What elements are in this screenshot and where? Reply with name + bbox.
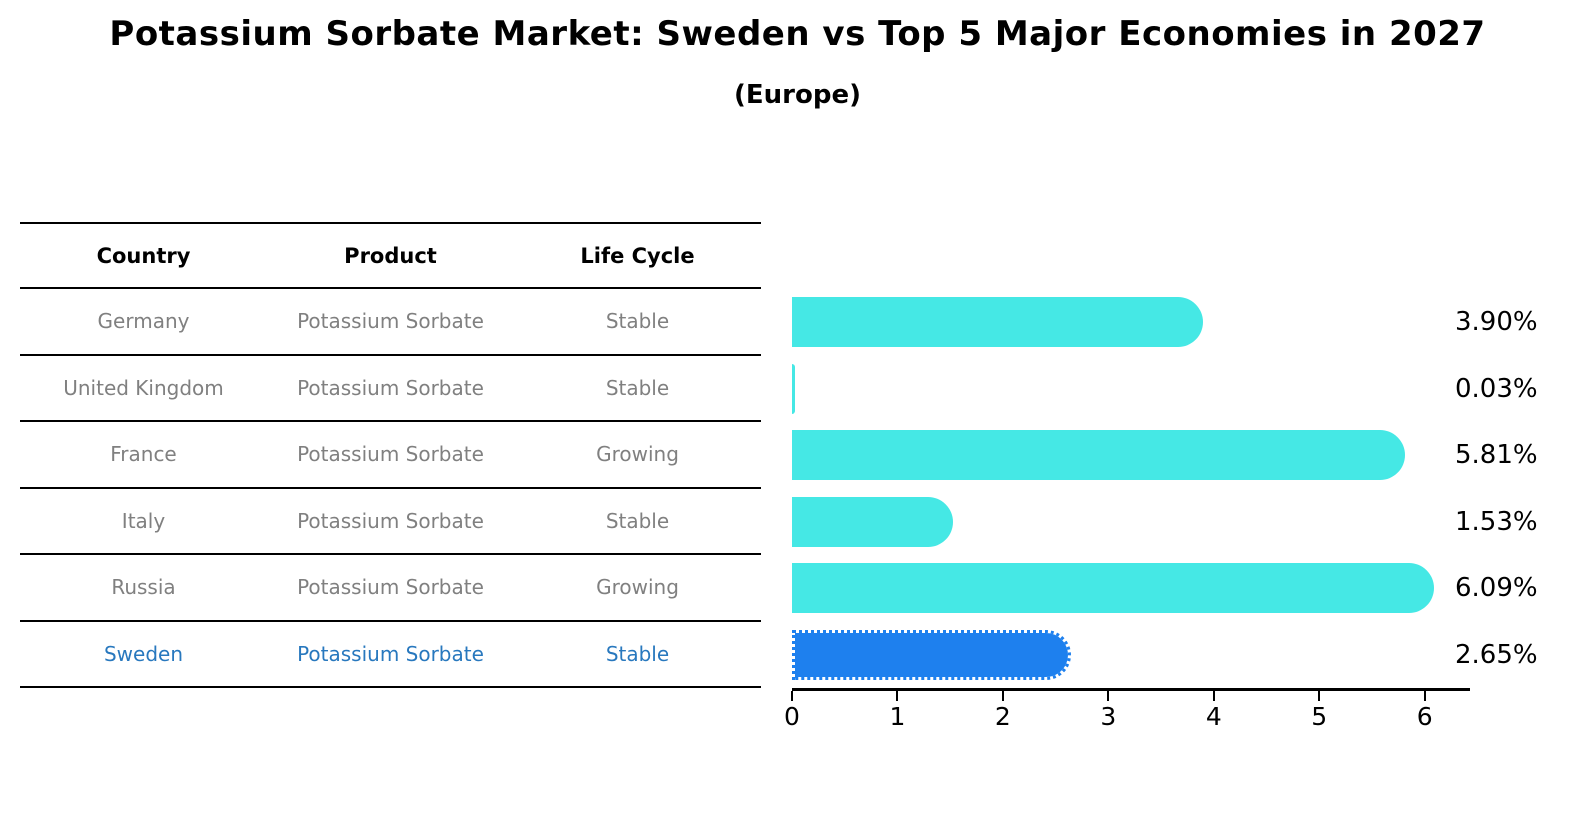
cell-product: Potassium Sorbate xyxy=(297,508,484,533)
country-table: Country Product Life Cycle Germany Potass… xyxy=(20,222,761,688)
cell-life-cycle: Stable xyxy=(605,309,670,334)
value-label-germany: 3.90% xyxy=(1455,307,1538,338)
cell-product: Potassium Sorbate xyxy=(297,309,484,334)
cell-life-cycle: Stable xyxy=(605,641,670,666)
chart-subtitle: (Europe) xyxy=(734,80,861,110)
x-tick-label-4: 4 xyxy=(1205,702,1222,731)
column-header-country: Country xyxy=(96,243,191,268)
x-tick-mark-5 xyxy=(1318,691,1321,701)
cell-product: Potassium Sorbate xyxy=(297,575,484,600)
x-tick-label-2: 2 xyxy=(994,702,1011,731)
x-tick-label-6: 6 xyxy=(1416,702,1433,731)
chart-title: Potassium Sorbate Market: Sweden vs Top … xyxy=(109,14,1486,54)
cell-country: Russia xyxy=(111,575,176,600)
value-label-united-kingdom: 0.03% xyxy=(1455,373,1538,404)
cell-country: Sweden xyxy=(103,641,184,666)
cell-life-cycle: Growing xyxy=(596,575,679,600)
x-axis-line xyxy=(792,688,1470,691)
x-tick-mark-3 xyxy=(1107,691,1110,701)
table-row-france: France Potassium Sorbate Growing xyxy=(20,422,761,489)
column-header-life-cycle: Life Cycle xyxy=(580,243,695,268)
bar-united-kingdom xyxy=(792,363,796,414)
table-row-italy: Italy Potassium Sorbate Stable xyxy=(20,489,761,555)
table-row-russia: Russia Potassium Sorbate Growing xyxy=(20,555,761,622)
x-tick-label-0: 0 xyxy=(784,702,800,731)
bar-italy xyxy=(792,496,954,547)
x-tick-label-3: 3 xyxy=(1100,702,1117,731)
cell-country: France xyxy=(110,442,177,467)
bar-france xyxy=(792,430,1405,481)
x-tick-label-1: 1 xyxy=(889,702,906,731)
bar-sweden xyxy=(792,629,1072,680)
cell-country: Italy xyxy=(121,508,166,533)
value-label-sweden: 2.65% xyxy=(1455,639,1538,670)
bar-russia xyxy=(792,563,1435,614)
x-tick-mark-6 xyxy=(1423,691,1426,701)
cell-country: Germany xyxy=(97,309,190,334)
cell-life-cycle: Growing xyxy=(596,442,679,467)
table-row-united-kingdom: United Kingdom Potassium Sorbate Stable xyxy=(20,356,761,422)
table-row-germany: Germany Potassium Sorbate Stable xyxy=(20,289,761,356)
cell-product: Potassium Sorbate xyxy=(297,442,484,467)
table-header-row: Country Product Life Cycle xyxy=(20,222,761,289)
table-body: Germany Potassium Sorbate Stable United Kin… xyxy=(20,289,761,688)
x-tick-mark-4 xyxy=(1212,691,1215,701)
cell-product: Potassium Sorbate xyxy=(297,375,484,400)
column-header-product: Product xyxy=(344,243,437,268)
cell-life-cycle: Stable xyxy=(605,375,670,400)
bar-plot-area xyxy=(792,289,1470,688)
x-tick-label-5: 5 xyxy=(1311,702,1328,731)
x-tick-mark-1 xyxy=(896,691,899,701)
cell-life-cycle: Stable xyxy=(605,508,670,533)
value-label-italy: 1.53% xyxy=(1455,506,1538,537)
cell-product: Potassium Sorbate xyxy=(297,641,484,666)
x-tick-mark-0 xyxy=(791,691,793,701)
value-label-france: 5.81% xyxy=(1455,440,1538,471)
cell-country: United Kingdom xyxy=(63,375,224,400)
table-row-sweden: Sweden Potassium Sorbate Stable xyxy=(20,622,761,688)
value-label-russia: 6.09% xyxy=(1455,573,1538,604)
bar-germany xyxy=(792,297,1204,348)
x-tick-mark-2 xyxy=(1001,691,1004,701)
